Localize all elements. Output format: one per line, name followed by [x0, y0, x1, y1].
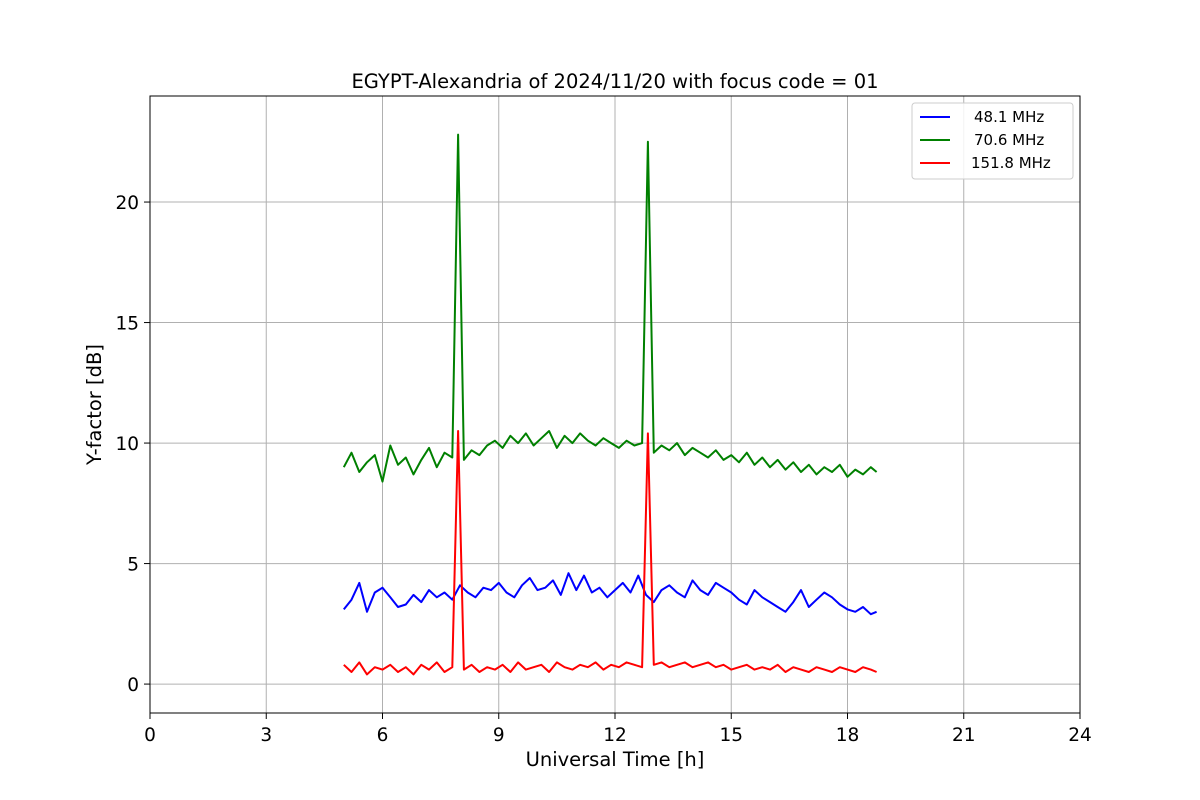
- x-tick-label: 3: [260, 725, 272, 746]
- plot-series: [342, 133, 878, 676]
- y-tick-label: 0: [127, 675, 139, 696]
- x-tick-label: 15: [719, 725, 743, 746]
- y-tick-label: 20: [115, 193, 139, 214]
- legend-label-151mhz: 151.8 MHz: [971, 154, 1051, 172]
- x-tick-label: 0: [144, 725, 156, 746]
- chart-title: EGYPT-Alexandria of 2024/11/20 with focu…: [351, 70, 878, 93]
- x-tick-label: 9: [493, 725, 505, 746]
- x-tick-label: 6: [377, 725, 389, 746]
- ticks: 0 3 6 9 12 15 18 21 24 0 5 10 15 20: [115, 193, 1091, 746]
- x-tick-label: 18: [836, 725, 860, 746]
- y-axis-label: Y-factor [dB]: [83, 344, 106, 466]
- y-tick-label: 10: [115, 434, 139, 455]
- y-tick-label: 15: [115, 314, 139, 335]
- series-151mhz: [343, 430, 877, 676]
- x-tick-label: 12: [603, 725, 627, 746]
- x-tick-label: 21: [952, 725, 976, 746]
- legend: 48.1 MHz 70.6 MHz 151.8 MHz: [911, 102, 1074, 180]
- series-70mhz: [342, 133, 878, 483]
- legend-label-48mhz: 48.1 MHz: [974, 108, 1044, 126]
- y-tick-label: 5: [127, 555, 139, 576]
- x-tick-label: 24: [1068, 725, 1092, 746]
- legend-box: [911, 102, 1074, 180]
- series-48mhz: [343, 572, 877, 616]
- legend-label-70mhz: 70.6 MHz: [974, 131, 1044, 149]
- x-axis-label: Universal Time [h]: [526, 748, 705, 771]
